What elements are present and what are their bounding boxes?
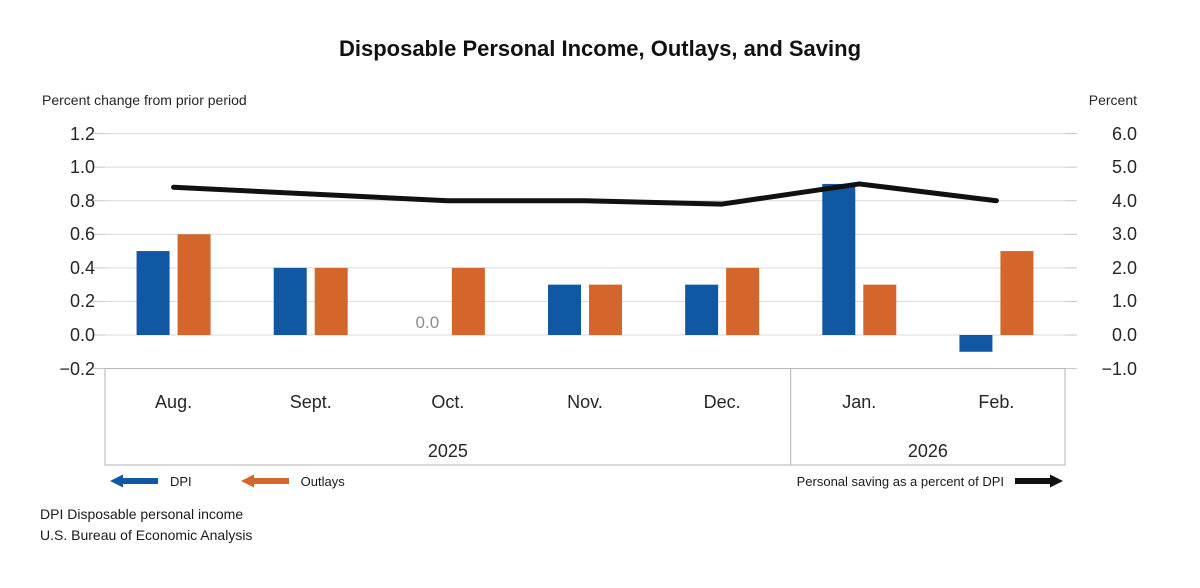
bar-outlays-jan: [863, 284, 897, 335]
right-tick-label: 4.0: [1111, 190, 1137, 211]
right-tick-label: 3.0: [1111, 224, 1137, 245]
bar-outlays-oct: [451, 267, 485, 335]
left-tick-label: 0.6: [69, 224, 95, 245]
month-label: Feb.: [978, 392, 1015, 412]
left-axis-caption: Percent change from prior period: [42, 92, 247, 108]
month-label: Jan.: [842, 392, 877, 412]
left-tick-label: 0.4: [69, 257, 95, 278]
footnotes: DPI Disposable personal income U.S. Bure…: [40, 504, 252, 546]
legend-dpi-label: DPI: [170, 473, 192, 489]
right-axis-caption: Percent: [1088, 92, 1137, 108]
left-tick-label: 1.0: [69, 157, 95, 178]
bar-dpi-aug: [136, 251, 170, 335]
x-axis-box: [104, 368, 1066, 466]
bar-dpi-jan: [822, 183, 856, 335]
year-label: 2025: [427, 441, 468, 461]
bar-outlays-aug: [177, 234, 211, 335]
year-label: 2026: [907, 441, 948, 461]
right-tick-label: 6.0: [1111, 123, 1137, 144]
legend-saving: Personal saving as a percent of DPI: [797, 468, 1063, 494]
footnote-source: U.S. Bureau of Economic Analysis: [40, 527, 253, 543]
legend-bars: DPI Outlays: [110, 468, 345, 494]
left-tick-label: 1.2: [69, 123, 95, 144]
month-label: Oct.: [431, 392, 465, 412]
bar-outlays-nov: [589, 284, 622, 335]
dpi-left-arrow-icon: [110, 474, 158, 488]
right-tick-label: 0.0: [1111, 325, 1137, 345]
left-tick-label: 0.0: [69, 325, 95, 345]
bar-dpi-nov: [548, 284, 581, 335]
left-tick-label: 0.8: [69, 190, 95, 211]
bar-dpi-sept: [273, 267, 307, 335]
right-tick-label: 1.0: [1111, 291, 1137, 312]
bar-dpi-feb: [959, 335, 993, 352]
month-label: Aug.: [155, 392, 193, 412]
bar-outlays-sept: [314, 267, 348, 335]
bar-outlays-feb: [1000, 251, 1034, 335]
footnote-dpi-definition: DPI Disposable personal income: [40, 506, 244, 522]
bar-dpi-dec: [685, 284, 719, 335]
right-tick-label: 5.0: [1111, 157, 1137, 178]
zero-bar-label: 0.0: [415, 313, 440, 332]
right-tick-label: −1.0: [1101, 358, 1137, 379]
legend-saving-label: Personal saving as a percent of DPI: [796, 473, 1004, 489]
saving-right-arrow-icon: [1015, 474, 1063, 488]
left-tick-label: −0.2: [59, 358, 95, 379]
legend-outlays-label: Outlays: [300, 473, 345, 489]
chart-title: Disposable Personal Income, Outlays, and…: [338, 36, 862, 61]
month-label: Nov.: [567, 392, 603, 412]
outlays-left-arrow-icon: [240, 474, 289, 488]
left-tick-label: 0.2: [69, 291, 95, 312]
bar-outlays-dec: [726, 267, 760, 335]
month-label: Sept.: [289, 392, 332, 412]
saving-rate-line: [171, 181, 999, 207]
right-tick-label: 2.0: [1111, 257, 1137, 278]
month-label: Dec.: [703, 392, 741, 412]
